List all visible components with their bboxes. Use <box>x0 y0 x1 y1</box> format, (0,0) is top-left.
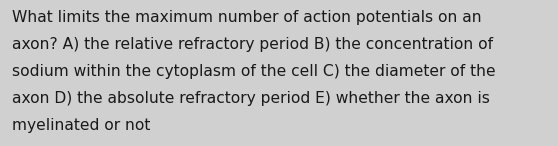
Text: axon? A) the relative refractory period B) the concentration of: axon? A) the relative refractory period … <box>12 37 493 52</box>
Text: axon D) the absolute refractory period E) whether the axon is: axon D) the absolute refractory period E… <box>12 91 490 106</box>
Text: What limits the maximum number of action potentials on an: What limits the maximum number of action… <box>12 10 482 25</box>
Text: myelinated or not: myelinated or not <box>12 118 150 133</box>
Text: sodium within the cytoplasm of the cell C) the diameter of the: sodium within the cytoplasm of the cell … <box>12 64 496 79</box>
